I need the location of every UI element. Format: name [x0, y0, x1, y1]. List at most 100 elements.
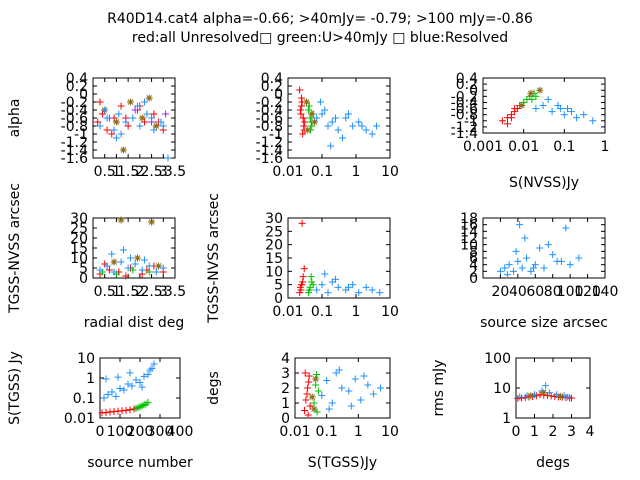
y-tick-label: 15	[265, 251, 283, 267]
y-tick-label: -1.2	[451, 120, 478, 136]
data-point	[110, 258, 118, 266]
data-point	[567, 108, 575, 116]
x-tick-label: 0.5	[94, 284, 116, 300]
x-tick-label: 3	[159, 164, 168, 180]
data-point	[318, 281, 326, 289]
y-tick-label: -0.6	[61, 111, 88, 127]
x-tick-label: 0.01	[272, 304, 303, 320]
y-tick-label: 30	[265, 211, 283, 227]
data-point	[549, 251, 557, 259]
y-tick-label: -0.2	[256, 95, 283, 111]
data-point	[372, 122, 380, 130]
x-tick-label: 0.01	[508, 139, 539, 155]
data-point	[512, 247, 520, 255]
data-point	[355, 289, 363, 297]
y-tick-label: 0	[79, 87, 88, 103]
y-tick-label: 25	[70, 221, 88, 237]
y-tick-label: 18	[460, 211, 478, 227]
data-point	[136, 378, 144, 386]
data-point	[321, 270, 329, 278]
data-point	[345, 387, 353, 395]
data-point	[575, 254, 583, 262]
data-point	[298, 219, 306, 227]
x-tick-label: 2	[135, 164, 144, 180]
y-tick-label: 2	[281, 381, 290, 397]
data-point	[301, 369, 309, 377]
data-point	[556, 393, 564, 401]
y-tick-label: 10	[460, 238, 478, 254]
y-axis-label: TGSS-NVSS arcsec	[206, 193, 222, 324]
x-tick-label: 0.1	[311, 304, 333, 320]
data-point	[357, 396, 365, 404]
data-point	[314, 387, 322, 395]
data-point	[306, 402, 314, 410]
data-point	[301, 407, 309, 414]
data-point	[496, 267, 504, 275]
panel-3: 0.001 0.01 0.1 1 0.40.20-0.2-0.4-0.6-0.8-1-1…	[451, 71, 610, 191]
data-point	[122, 272, 130, 280]
data-point	[548, 108, 556, 116]
data-point	[355, 118, 363, 126]
data-point	[119, 146, 127, 154]
data-point	[159, 264, 167, 272]
data-point	[503, 271, 511, 279]
data-point	[518, 264, 526, 272]
data-point	[126, 98, 134, 106]
data-point	[144, 398, 152, 406]
data-point	[318, 392, 326, 399]
x-tick-label: 100	[557, 284, 584, 300]
data-point	[542, 382, 550, 390]
data-point	[136, 122, 144, 130]
data-point	[101, 106, 109, 114]
data-point	[138, 266, 146, 274]
x-tick-label: 1	[112, 164, 121, 180]
data-point	[152, 122, 160, 130]
data-point	[300, 265, 308, 273]
data-point	[103, 126, 111, 134]
data-point	[108, 388, 116, 396]
data-point	[148, 218, 156, 226]
y-tick-label: -1.4	[61, 143, 88, 159]
data-point	[144, 370, 152, 378]
x-tick-label: 1	[112, 284, 121, 300]
data-point	[145, 262, 153, 270]
data-point	[310, 118, 318, 126]
data-point	[324, 289, 332, 297]
x-tick-label: 0.001	[463, 139, 503, 155]
y-tick-label: 30	[70, 211, 88, 227]
data-point	[304, 384, 312, 392]
x-tick-label: 3	[567, 424, 576, 440]
plot-frame	[515, 357, 591, 419]
data-point	[327, 142, 335, 150]
data-point	[305, 286, 313, 294]
x-tick-label: 200	[127, 424, 154, 440]
plot-frame	[92, 217, 176, 279]
x-tick-label: 3.5	[164, 164, 186, 180]
y-tick-label: 0	[79, 271, 88, 287]
data-point	[518, 102, 526, 109]
x-tick-label: 1.5	[117, 164, 139, 180]
data-point	[308, 393, 316, 401]
x-tick-label: 0	[512, 424, 521, 440]
y-tick-label: 0.4	[261, 71, 283, 87]
data-point	[117, 130, 125, 138]
x-tick-label: 1	[352, 164, 361, 180]
data-point	[299, 278, 307, 286]
y-tick-label: -1	[464, 114, 478, 130]
data-point	[308, 122, 316, 130]
x-tick-label: 2	[135, 284, 144, 300]
y-tick-label: 4	[281, 351, 290, 367]
y-tick-label: -0.6	[451, 102, 478, 118]
y-tick-label: 3	[281, 366, 290, 382]
x-tick-label: 2.5	[140, 164, 162, 180]
data-point	[530, 264, 538, 272]
x-tick-label: 1	[352, 304, 361, 320]
y-tick-label: -1	[269, 127, 283, 143]
data-point	[302, 98, 310, 106]
y-tick-label: 12	[460, 231, 478, 247]
data-point	[514, 257, 522, 265]
data-point	[110, 126, 118, 134]
y-tick-label: 0.1	[73, 391, 95, 407]
data-point	[141, 256, 149, 264]
data-point	[100, 394, 108, 402]
